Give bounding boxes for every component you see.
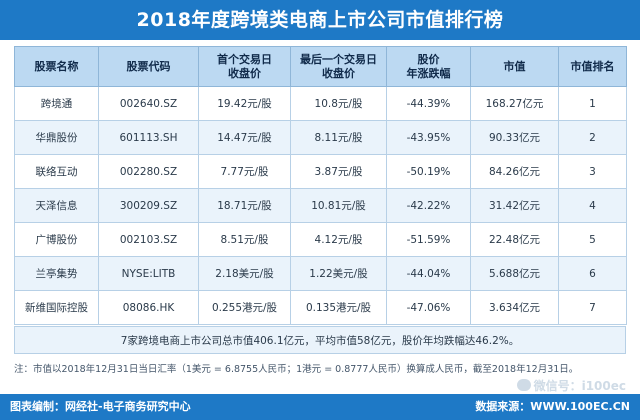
- cell-first-close: 8.51元/股: [198, 222, 291, 257]
- cell-rank: 1: [558, 86, 627, 121]
- cell-code: 002640.SZ: [98, 86, 199, 121]
- header-stock-name: 股票名称: [14, 46, 99, 87]
- cell-rank: 5: [558, 222, 627, 257]
- cell-first-close: 7.77元/股: [198, 154, 291, 189]
- wechat-id: 微信号：i100ec: [533, 379, 626, 393]
- footer-compiler: 图表编制：网经社-电子商务研究中心: [10, 400, 191, 413]
- summary-text: 7家跨境电商上市公司总市值406.1亿元，平均市值58亿元，股价年均跌幅达46.…: [14, 326, 626, 354]
- cell-change: -51.59%: [386, 222, 471, 257]
- cell-name: 天泽信息: [14, 188, 99, 223]
- cell-name: 广博股份: [14, 222, 99, 257]
- table-row: 联络互动 002280.SZ 7.77元/股 3.87元/股 -50.19% 8…: [14, 154, 627, 189]
- cell-name: 联络互动: [14, 154, 99, 189]
- header-rank: 市值排名: [558, 46, 627, 87]
- table-row: 华鼎股份 601113.SH 14.47元/股 8.11元/股 -43.95% …: [14, 120, 627, 155]
- cell-change: -44.39%: [386, 86, 471, 121]
- cell-first-close: 2.18美元/股: [198, 256, 291, 291]
- cell-change: -47.06%: [386, 290, 471, 325]
- cell-name: 跨境通: [14, 86, 99, 121]
- cell-code: NYSE:LITB: [98, 256, 199, 291]
- ranking-table: 股票名称 股票代码 首个交易日 收盘价 最后一个交易日 收盘价 股价 年涨跌幅 市值 …: [14, 46, 627, 325]
- cell-market-cap: 5.688亿元: [470, 256, 559, 291]
- header-stock-code: 股票代码: [98, 46, 199, 87]
- wechat-watermark: 微信号：i100ec: [516, 378, 626, 394]
- cell-last-close: 4.12元/股: [290, 222, 387, 257]
- header-market-cap: 市值: [470, 46, 559, 87]
- footnote: 注：市值以2018年12月31日当日汇率（1美元 = 6.8755人民币；1港元…: [14, 364, 579, 375]
- cell-name: 兰亭集势: [14, 256, 99, 291]
- cell-code: 601113.SH: [98, 120, 199, 155]
- cell-last-close: 8.11元/股: [290, 120, 387, 155]
- cell-market-cap: 31.42亿元: [470, 188, 559, 223]
- page-title: 2018年度跨境类电商上市公司市值排行榜: [0, 0, 640, 40]
- cell-code: 002280.SZ: [98, 154, 199, 189]
- cell-first-close: 18.71元/股: [198, 188, 291, 223]
- cell-last-close: 10.81元/股: [290, 188, 387, 223]
- cell-last-close: 0.135港元/股: [290, 290, 387, 325]
- table-row: 天泽信息 300209.SZ 18.71元/股 10.81元/股 -42.22%…: [14, 188, 627, 223]
- cell-rank: 6: [558, 256, 627, 291]
- ranking-table-container: 股票名称 股票代码 首个交易日 收盘价 最后一个交易日 收盘价 股价 年涨跌幅 市值 …: [14, 46, 627, 325]
- table-row: 兰亭集势 NYSE:LITB 2.18美元/股 1.22美元/股 -44.04%…: [14, 256, 627, 291]
- cell-rank: 4: [558, 188, 627, 223]
- cell-code: 002103.SZ: [98, 222, 199, 257]
- cell-code: 300209.SZ: [98, 188, 199, 223]
- cell-change: -44.04%: [386, 256, 471, 291]
- cell-market-cap: 22.48亿元: [470, 222, 559, 257]
- table-row: 广博股份 002103.SZ 8.51元/股 4.12元/股 -51.59% 2…: [14, 222, 627, 257]
- header-first-close: 首个交易日 收盘价: [198, 46, 291, 87]
- cell-first-close: 14.47元/股: [198, 120, 291, 155]
- cell-name: 华鼎股份: [14, 120, 99, 155]
- cell-market-cap: 3.634亿元: [470, 290, 559, 325]
- table-row: 新维国际控股 08086.HK 0.255港元/股 0.135港元/股 -47.…: [14, 290, 627, 325]
- cell-first-close: 19.42元/股: [198, 86, 291, 121]
- cell-market-cap: 168.27亿元: [470, 86, 559, 121]
- cell-rank: 7: [558, 290, 627, 325]
- cell-change: -43.95%: [386, 120, 471, 155]
- wechat-icon: [516, 379, 531, 391]
- cell-market-cap: 90.33亿元: [470, 120, 559, 155]
- table-header-row: 股票名称 股票代码 首个交易日 收盘价 最后一个交易日 收盘价 股价 年涨跌幅 市值 …: [14, 46, 627, 87]
- header-annual-change: 股价 年涨跌幅: [386, 46, 471, 87]
- header-last-close: 最后一个交易日 收盘价: [290, 46, 387, 87]
- cell-first-close: 0.255港元/股: [198, 290, 291, 325]
- footer-bar: 图表编制：网经社-电子商务研究中心 数据来源：WWW.100EC.CN: [0, 394, 640, 420]
- cell-rank: 3: [558, 154, 627, 189]
- cell-market-cap: 84.26亿元: [470, 154, 559, 189]
- cell-code: 08086.HK: [98, 290, 199, 325]
- cell-change: -42.22%: [386, 188, 471, 223]
- cell-rank: 2: [558, 120, 627, 155]
- footer-source: 数据来源：WWW.100EC.CN: [475, 400, 630, 413]
- cell-name: 新维国际控股: [14, 290, 99, 325]
- cell-last-close: 3.87元/股: [290, 154, 387, 189]
- table-row: 跨境通 002640.SZ 19.42元/股 10.8元/股 -44.39% 1…: [14, 86, 627, 121]
- cell-change: -50.19%: [386, 154, 471, 189]
- cell-last-close: 10.8元/股: [290, 86, 387, 121]
- cell-last-close: 1.22美元/股: [290, 256, 387, 291]
